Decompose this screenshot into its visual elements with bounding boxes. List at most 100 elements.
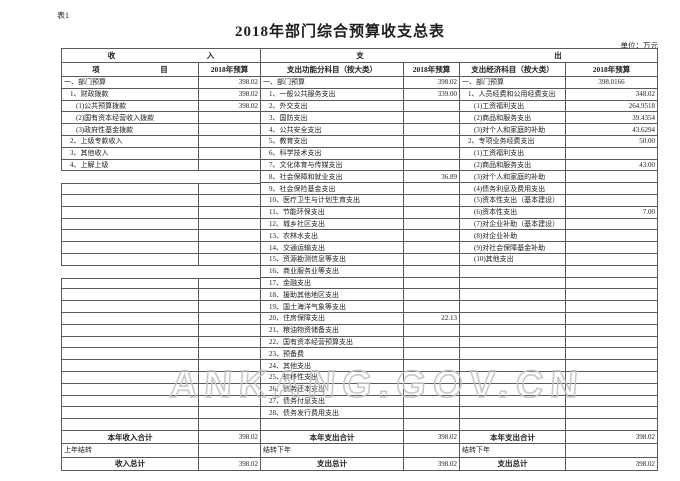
- income-budget-cell: [199, 265, 261, 278]
- income-item-cell: [61, 383, 199, 396]
- item-label: (1)工资福利支出: [474, 149, 525, 158]
- expenditure-group-header: 支出: [261, 49, 658, 63]
- economic-budget-cell: [566, 360, 658, 372]
- function-budget-cell: [404, 289, 460, 302]
- economic-budget-cell: [566, 383, 658, 396]
- economic-item-cell: (1)工资福利支出: [460, 147, 566, 160]
- budget-value: 398.02: [437, 459, 457, 468]
- economic-budget-cell: [566, 171, 658, 184]
- table-body: 一、部门预算 398.02 一、部门预算 398.02 一、部门预算 398.0166 1、…: [61, 77, 658, 431]
- item-label: (3)对个人和家庭的补助: [474, 172, 546, 181]
- item-label: (2)商品和服务支出: [474, 160, 532, 169]
- economic-item-cell: (2)商品和服务支出: [460, 112, 566, 125]
- function-total-label-cell: 支出总计: [261, 457, 404, 471]
- function-item-cell: 26、债务还本支出: [261, 383, 404, 396]
- income-budget-cell: [199, 159, 261, 172]
- total-label: 本年支出合计: [309, 432, 355, 442]
- income-budget-cell: [199, 336, 261, 349]
- item-label: 3、其他收入: [70, 149, 109, 158]
- item-label: 一、部门预算: [263, 78, 305, 87]
- budget-value: 398.02: [635, 459, 655, 468]
- page-title: 2018年部门综合预算收支总表: [234, 24, 445, 40]
- income-group-label: 收入: [107, 51, 215, 60]
- function-budget-cell: [404, 194, 460, 207]
- economic-item-cell: [460, 301, 566, 313]
- income-item-cell: [61, 407, 199, 420]
- item-label: 2、外交支出: [269, 101, 308, 110]
- function-item-cell: 25、转移性支出: [261, 371, 404, 384]
- economic-budget-cell: [566, 312, 658, 325]
- table-row: 2、上级专款收入 5、教育支出 2、专项业务经费支出 50.00: [61, 135, 658, 148]
- item-label: (3)政府性基金拨款: [76, 125, 134, 134]
- economic-item-cell: 一、部门预算: [460, 77, 566, 89]
- economic-column-header: 支出经济科目（按大类）: [460, 63, 566, 77]
- economic-budget-cell: [566, 289, 658, 302]
- table-row: 16、商业服务业等支出: [61, 265, 658, 278]
- function-total-label-cell: 本年支出合计: [261, 430, 404, 445]
- budget-value: 339.00: [437, 90, 457, 99]
- function-item-cell: 23、预备费: [261, 348, 404, 361]
- function-budget-cell: [404, 371, 460, 384]
- table-footer: 本年收入合计 398.02 本年支出合计 398.02 本年支出合计 398.02 上年结转…: [61, 430, 658, 471]
- income-budget-cell: [199, 301, 261, 313]
- economic-budget-cell: 398.0166: [566, 77, 658, 89]
- item-label: 6、科学技术支出: [269, 149, 322, 158]
- income-budget-cell: [199, 124, 261, 136]
- table-row: 26、债务还本支出: [61, 383, 658, 396]
- budget-value: 7.00: [642, 208, 655, 217]
- function-budget-cell: [404, 301, 460, 313]
- function-item-cell: 7、文化体育与传媒支出: [261, 159, 404, 172]
- income-item-cell: 1、财政拨款: [61, 88, 199, 101]
- table-row: 9、社会保险基金支出 (4)债务利息及费用支出: [61, 183, 658, 195]
- item-label: 23、预备费: [269, 349, 304, 358]
- income-item-cell: [61, 371, 199, 384]
- function-budget-cell: [404, 407, 460, 420]
- income-budget-cell: [199, 324, 261, 337]
- function-budget-cell: [404, 183, 460, 195]
- item-label: 18、援助其他地区支出: [269, 290, 339, 299]
- item-label: 28、债务发行费用支出: [269, 408, 339, 417]
- unit-note: 单位：万元: [620, 41, 659, 50]
- item-label: (7)对企业补助（基本建设）: [474, 219, 560, 228]
- economic-item-cell: [460, 289, 566, 302]
- item-label: 2、专项业务经费支出: [468, 137, 535, 146]
- function-budget-cell: [404, 360, 460, 372]
- item-label: 24、其他支出: [269, 361, 311, 370]
- table-row: 21、粮油物资储备支出: [61, 324, 658, 337]
- economic-item-cell: [460, 336, 566, 349]
- economic-item-cell: [460, 383, 566, 396]
- item-label: 5、教育支出: [269, 137, 308, 146]
- income-group-header: 收入: [61, 49, 261, 63]
- income-item-cell: [61, 253, 199, 266]
- income-total-value-cell: 398.02: [199, 457, 261, 471]
- total-label: 收入总计: [115, 459, 145, 469]
- total-label: 支出总计: [497, 459, 528, 469]
- budget-value: 398.02: [437, 78, 457, 87]
- income-item-cell: 4、上解上级: [61, 159, 199, 172]
- economic-budget-cell: [566, 371, 658, 384]
- item-label: (4)债务利息及费用支出: [474, 184, 546, 193]
- economic-budget-cell: 43.6294: [566, 124, 658, 136]
- income-budget-cell: [199, 395, 261, 408]
- income-item-cell: [61, 360, 199, 372]
- table-number-label: 表1: [57, 11, 69, 20]
- income-item-cell: [61, 183, 199, 195]
- economic-budget-cell: 264.9518: [566, 100, 658, 113]
- income-budget-cell: [199, 218, 261, 231]
- budget-value: 398.02: [437, 433, 457, 442]
- economic-item-cell: [460, 371, 566, 384]
- item-label: (1)工资福利支出: [474, 101, 525, 110]
- budget-column-label: 2018年预算: [412, 65, 451, 74]
- table-row: 18、援助其他地区支出: [61, 289, 658, 302]
- item-label: 9、社会保险基金支出: [269, 184, 336, 193]
- item-label: 26、债务还本支出: [269, 385, 325, 394]
- function-item-cell: 9、社会保险基金支出: [261, 183, 404, 195]
- item-label: 4、公共安全支出: [269, 125, 322, 134]
- function-budget-cell: [404, 277, 460, 290]
- economic-item-cell: (9)对社会保障基金补助: [460, 242, 566, 254]
- income-budget-cell: [199, 407, 261, 420]
- function-item-cell: 20、住房保障支出: [261, 312, 404, 325]
- item-label: 19、国土海洋气象等支出: [269, 302, 346, 311]
- function-item-cell: 24、其他支出: [261, 360, 404, 372]
